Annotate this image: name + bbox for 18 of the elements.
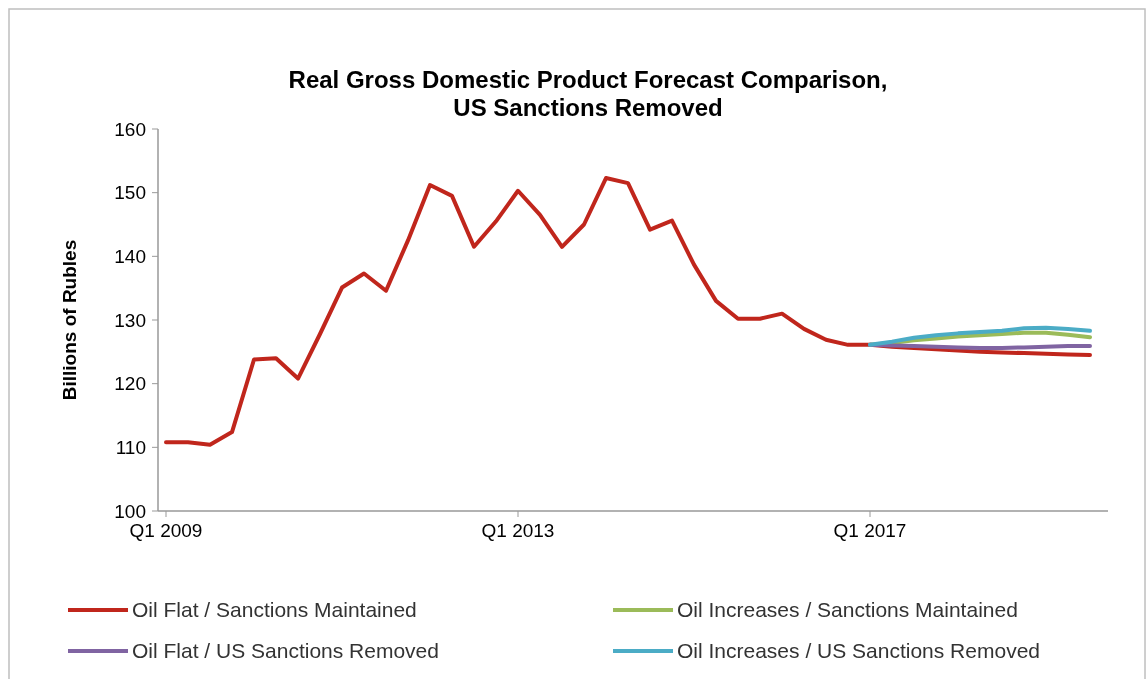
y-tick-label: 150 (114, 182, 146, 204)
y-tick-label: 160 (114, 118, 146, 140)
legend-label: Oil Increases / US Sanctions Removed (677, 639, 1040, 663)
y-tick-label: 100 (114, 500, 146, 522)
x-tick-label: Q1 2017 (833, 520, 907, 541)
x-tick-label: Q1 2013 (481, 520, 555, 541)
y-tick-label: 120 (114, 373, 146, 395)
y-tick-label: 130 (114, 309, 146, 331)
x-tick-label: Q1 2009 (129, 520, 203, 541)
y-axis-title: Billions of Rubles (59, 239, 80, 401)
legend-label: Oil Flat / US Sanctions Removed (132, 639, 439, 663)
line-series (164, 176, 1092, 447)
chart-title: Real Gross Domestic Product Forecast Comparison, US Sanctions Removed (288, 66, 888, 121)
y-tick-label: 140 (114, 245, 146, 267)
legend-label: Oil Increases / Sanctions Maintained (677, 598, 1018, 622)
line-series (868, 325, 1092, 347)
legend-label: Oil Flat / Sanctions Maintained (132, 598, 417, 622)
y-tick-label: 110 (115, 436, 146, 458)
